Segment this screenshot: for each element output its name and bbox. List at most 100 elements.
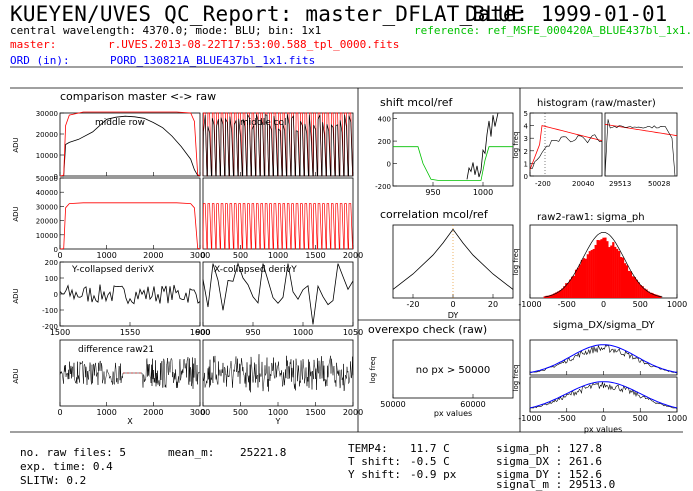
- plot-frame: [59, 339, 201, 407]
- hist-tick-label: 29513: [609, 180, 631, 188]
- adu-axis-label: ADU: [12, 368, 20, 383]
- x-tick-label: 900: [195, 328, 210, 337]
- derivx-series: [59, 284, 201, 305]
- y-tick-label: 20000: [36, 131, 58, 139]
- y-tick-label: 10000: [36, 232, 58, 240]
- hist-fit: [544, 231, 663, 298]
- slitw: SLITW: 0.2: [20, 474, 87, 487]
- y-tick-label: 4: [524, 123, 529, 131]
- master-file: r.UVES.2013-08-22T17:53:00.588_tpl_0000.…: [108, 38, 400, 51]
- x-axis-label: X: [127, 417, 133, 426]
- logfreq-axis-label: log freq: [369, 357, 377, 384]
- adu-axis-label: ADU: [12, 288, 20, 303]
- y-tick-label: 0: [54, 291, 58, 299]
- y-tick-label: 0: [54, 173, 58, 181]
- y-tick-label: 0: [524, 173, 528, 181]
- mean-value: 25221.8: [240, 446, 287, 459]
- middle-col-label: middle col: [240, 118, 287, 128]
- yshift-value: -0.9 px: [410, 468, 457, 481]
- raw2raw1-title: raw2-raw1: sigma_ph: [537, 212, 645, 223]
- x-tick-label: 2000: [143, 251, 163, 260]
- sigma-dy-fit: [529, 381, 678, 409]
- ord-file: PORD_130821A_BLUE437bl_1x1.fits: [110, 54, 316, 67]
- x-tick-label: 0: [601, 414, 606, 423]
- x-tick-label: -20: [406, 300, 419, 309]
- x-tick-label: 20: [488, 300, 498, 309]
- sigma-dy: sigma_DY : 152.6: [496, 468, 602, 481]
- y-tick-label: 400: [378, 116, 391, 124]
- hist-tick-label: 50028: [648, 180, 670, 188]
- x-tick-label: 500: [633, 414, 648, 423]
- dy-axis-label: DY: [448, 311, 459, 320]
- hist-black-right: [604, 119, 676, 177]
- px-axis-label: px values: [434, 409, 472, 418]
- x-tick-label: 1500: [305, 251, 325, 260]
- logfreq-axis-label: log freq: [512, 249, 520, 276]
- diff-label: difference raw21: [78, 345, 154, 355]
- y-tick-label: 10000: [36, 152, 58, 160]
- x-tick-label: 950: [245, 328, 260, 337]
- x-tick-label: 1000: [293, 328, 313, 337]
- x-tick-label: -500: [558, 414, 576, 423]
- ycoll-label: Y-collapsed derivX: [71, 265, 154, 275]
- y-tick-label: 100: [45, 275, 58, 283]
- x-tick-label: 1000: [268, 408, 288, 417]
- hist-red-left: [529, 125, 603, 170]
- diff-x-series: [59, 357, 201, 389]
- x-tick-label: 0: [57, 251, 62, 260]
- adu-axis-label: ADU: [12, 137, 20, 152]
- x-tick-label: 0: [200, 408, 205, 417]
- y-tick-label: 0: [54, 246, 58, 254]
- sigma-ph: sigma_ph : 127.8: [496, 442, 602, 455]
- y-tick-label: 40000: [36, 189, 58, 197]
- y-tick-label: 200: [45, 259, 58, 267]
- hist-tick-label: 20040: [572, 180, 594, 188]
- raw-files: no. raw files: 5: [20, 446, 126, 459]
- derivy-series: [202, 262, 354, 325]
- x-tick-label: 1000: [667, 414, 687, 423]
- y-tick-label: 200: [378, 138, 391, 146]
- temp-value: 11.7 C: [410, 442, 450, 455]
- x-tick-label: 0: [57, 408, 62, 417]
- x-tick-label: 2000: [343, 251, 363, 260]
- x-tick-label: 1050: [343, 328, 363, 337]
- x-tick-label: 1000: [96, 251, 116, 260]
- x-tick-label: 0: [200, 251, 205, 260]
- yshift-label: Y shift:: [348, 468, 401, 481]
- report-date: Date: 1999-01-01: [465, 2, 668, 26]
- y-tick-label: 50000: [36, 175, 58, 183]
- x-tick-label: 2000: [143, 408, 163, 417]
- x-tick-label: 1500: [50, 328, 70, 337]
- x-tick-label: -1000: [518, 414, 541, 423]
- plot-frame: [604, 112, 678, 177]
- px-axis-label: px values: [584, 425, 622, 434]
- x-tick-label: 1500: [305, 408, 325, 417]
- x-tick-label: -500: [558, 300, 576, 309]
- y-axis-label: Y: [275, 417, 281, 426]
- plot-frame: [392, 339, 514, 399]
- x-tick-label: 0: [601, 300, 606, 309]
- x-tick-label: 0: [450, 300, 455, 309]
- overexpo-title: overexpo check (raw): [368, 323, 487, 336]
- middle-row-series-1: [59, 111, 201, 177]
- x-tick-label: 1000: [96, 408, 116, 417]
- master-label: master:: [10, 38, 57, 51]
- plot-frame: [59, 112, 201, 177]
- x-tick-label: 1000: [268, 251, 288, 260]
- middle-row-series-0: [59, 115, 201, 177]
- x-tick-label: 3000: [190, 408, 210, 417]
- logfreq-axis-label: log freq: [512, 132, 520, 159]
- comparison-title: comparison master <-> raw: [60, 90, 216, 103]
- middle-row-label: middle row: [95, 118, 145, 128]
- ord-label: ORD (in):: [10, 54, 70, 67]
- panel4-red: [202, 203, 353, 250]
- hist-red-right: [604, 123, 678, 137]
- tshift-label: T shift:: [348, 455, 401, 468]
- y-tick-label: 30000: [36, 203, 58, 211]
- y-tick-label: -200: [375, 183, 391, 191]
- y-tick-label: 5: [524, 110, 528, 118]
- y-tick-label: 3: [524, 135, 528, 143]
- x-tick-label: 60000: [460, 400, 485, 409]
- temp-label: TEMP4:: [348, 442, 388, 455]
